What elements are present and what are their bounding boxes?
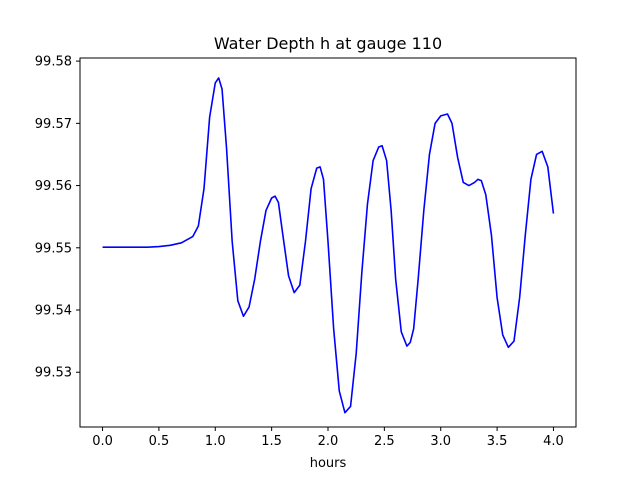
x-tick-label: 3.0 bbox=[430, 434, 451, 449]
x-tick-label: 2.5 bbox=[374, 434, 395, 449]
x-tick-label: 1.0 bbox=[205, 434, 226, 449]
x-tick-label: 1.5 bbox=[261, 434, 282, 449]
x-axis: 0.0 0.5 1.0 1.5 2.0 2.5 3.0 3.5 4.0 bbox=[92, 427, 564, 449]
x-tick-label: 2.0 bbox=[318, 434, 339, 449]
x-tick-label: 0.5 bbox=[149, 434, 170, 449]
y-tick-label: 99.53 bbox=[35, 366, 72, 381]
series-line-0 bbox=[102, 77, 555, 414]
x-axis-label: hours bbox=[310, 456, 347, 471]
chart-title: Water Depth h at gauge 110 bbox=[214, 34, 442, 53]
x-tick-label: 3.5 bbox=[487, 434, 508, 449]
plot-marks bbox=[102, 77, 555, 414]
x-tick-label: 0.0 bbox=[92, 434, 113, 449]
y-tick-label: 99.54 bbox=[35, 304, 72, 319]
y-tick-label: 99.55 bbox=[35, 241, 72, 256]
y-tick-label: 99.57 bbox=[35, 117, 72, 132]
y-tick-label: 99.58 bbox=[35, 55, 72, 70]
y-tick-label: 99.56 bbox=[35, 179, 72, 194]
x-tick-label: 4.0 bbox=[543, 434, 564, 449]
y-axis: 99.53 99.54 99.55 99.56 99.57 99.58 bbox=[35, 55, 80, 381]
